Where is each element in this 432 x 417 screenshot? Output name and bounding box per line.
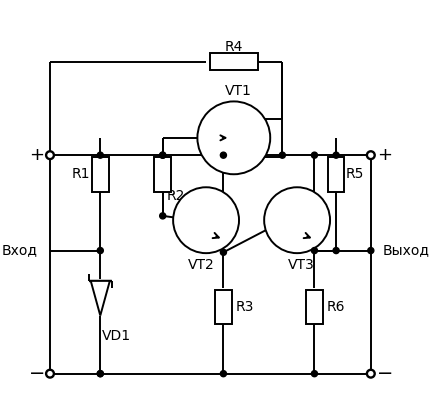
Text: R6: R6 — [327, 300, 345, 314]
Text: −: − — [29, 364, 45, 383]
Circle shape — [97, 248, 103, 254]
Bar — [215, 289, 232, 324]
Circle shape — [160, 213, 166, 219]
Circle shape — [160, 152, 166, 158]
Circle shape — [280, 152, 286, 158]
Circle shape — [220, 371, 226, 377]
Polygon shape — [91, 281, 110, 316]
Circle shape — [368, 248, 374, 254]
Text: +: + — [377, 146, 392, 164]
Text: +: + — [29, 146, 44, 164]
Text: VD1: VD1 — [102, 329, 131, 342]
Text: Вход: Вход — [2, 244, 38, 258]
Bar — [306, 289, 323, 324]
Circle shape — [311, 248, 318, 254]
Text: −: − — [377, 364, 393, 383]
Text: R4: R4 — [225, 40, 243, 54]
Circle shape — [46, 151, 54, 159]
Circle shape — [97, 371, 103, 377]
Circle shape — [220, 249, 226, 255]
Circle shape — [46, 370, 54, 377]
Circle shape — [367, 151, 375, 159]
Circle shape — [311, 371, 318, 377]
Text: R2: R2 — [167, 189, 185, 203]
Text: R5: R5 — [346, 167, 364, 181]
Circle shape — [97, 371, 103, 377]
Circle shape — [220, 152, 226, 158]
Bar — [92, 157, 108, 191]
Text: VT1: VT1 — [225, 84, 251, 98]
Circle shape — [333, 152, 339, 158]
Circle shape — [160, 152, 166, 158]
Circle shape — [311, 152, 318, 158]
Text: Выход: Выход — [383, 244, 430, 258]
Text: R1: R1 — [72, 167, 90, 181]
Bar — [210, 53, 258, 70]
Circle shape — [173, 187, 239, 253]
Circle shape — [197, 101, 270, 174]
Text: VT2: VT2 — [188, 258, 215, 272]
Text: R3: R3 — [235, 300, 254, 314]
Circle shape — [264, 187, 330, 253]
Text: VT3: VT3 — [288, 258, 315, 272]
Bar — [155, 157, 171, 191]
Circle shape — [97, 152, 103, 158]
Bar — [328, 157, 344, 191]
Circle shape — [367, 370, 375, 377]
Circle shape — [333, 248, 339, 254]
